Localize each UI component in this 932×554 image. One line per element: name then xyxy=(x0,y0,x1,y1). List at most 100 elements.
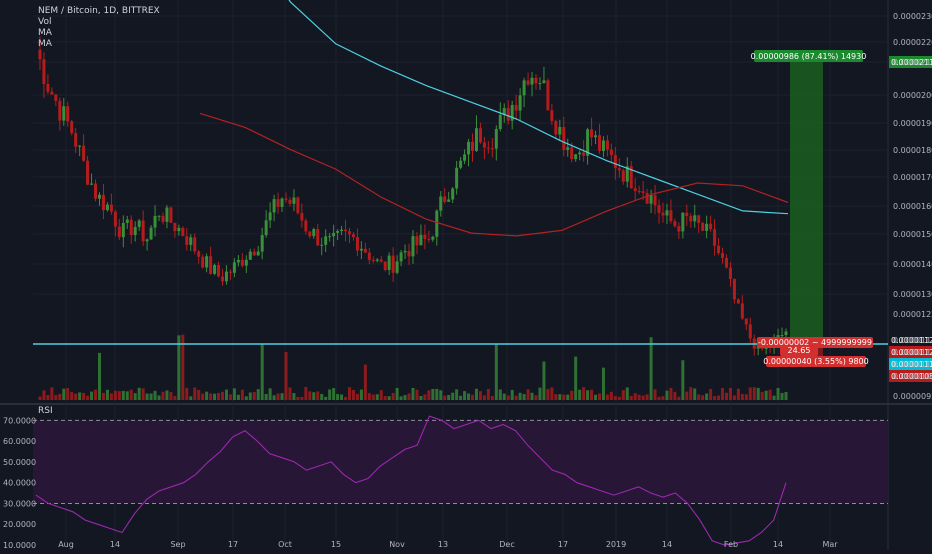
candle-body xyxy=(256,251,260,256)
rsi-tick-label: 10.0000 xyxy=(3,541,36,550)
candle-body xyxy=(490,148,494,150)
candle-body xyxy=(653,195,657,206)
line-price-tag-text: 0.00001128 xyxy=(891,336,932,345)
candle-body xyxy=(542,80,546,84)
candle-body xyxy=(42,59,46,84)
target-label-bg xyxy=(754,50,863,62)
volume-bar xyxy=(724,392,728,400)
volume-bar xyxy=(717,395,721,400)
rsi-line xyxy=(35,415,787,546)
price-tick-label: 0.00001088 xyxy=(893,372,932,381)
candle-body xyxy=(431,236,435,240)
volume-bar xyxy=(693,388,697,400)
candle-body xyxy=(66,106,70,122)
candle-body xyxy=(316,229,320,246)
candle-body xyxy=(784,331,788,336)
candle-body xyxy=(379,259,383,262)
candle-body xyxy=(82,145,86,161)
volume-bar xyxy=(105,389,109,400)
time-tick-label: Feb xyxy=(724,540,738,549)
volume-bar xyxy=(197,389,201,400)
candle-body xyxy=(657,205,661,213)
candle-body xyxy=(355,237,359,251)
candle-body xyxy=(62,106,66,121)
volume-bar xyxy=(328,389,332,400)
volume-bar xyxy=(498,389,502,400)
volume-bar xyxy=(732,395,736,400)
volume-bar xyxy=(161,391,165,400)
line-price-tag-bg xyxy=(889,334,932,346)
candle-body xyxy=(351,234,355,238)
volume-bar xyxy=(153,390,157,400)
candle-body xyxy=(423,234,427,239)
candle-body xyxy=(506,108,510,121)
symbol-title[interactable]: NEM / Bitcoin, 1D, BITTREX xyxy=(38,6,160,16)
volume-bar xyxy=(518,392,522,400)
volume-bar xyxy=(371,394,375,400)
volume-bar xyxy=(780,392,784,400)
time-axis[interactable]: Aug 14 Sep 17 Oct 15 Nov 13 Dec 17 2019 14 Feb 14 Mar xyxy=(58,540,838,549)
candle-body xyxy=(137,220,141,227)
volume-bar xyxy=(633,393,637,400)
candle-body xyxy=(109,204,113,212)
ma-legend-1[interactable]: MA xyxy=(38,28,52,38)
volume-bar xyxy=(673,391,677,400)
candle-body xyxy=(113,211,117,227)
volume-bar xyxy=(117,391,121,400)
candle-body xyxy=(534,77,538,84)
time-tick-label: 17 xyxy=(558,540,568,549)
volume-bar xyxy=(363,364,367,400)
volume-bar xyxy=(375,394,379,400)
volume-bar xyxy=(419,396,423,400)
candle-body xyxy=(209,256,213,274)
volume-bar xyxy=(740,394,744,400)
candle-body xyxy=(586,129,590,156)
rsi-tick-label: 20.0000 xyxy=(3,520,36,529)
candle-body xyxy=(46,83,50,92)
candle-body xyxy=(272,199,276,213)
volume-bar xyxy=(300,396,304,400)
rsi-axis[interactable]: 70.0000 60.0000 50.0000 40.0000 30.0000 20.00… xyxy=(3,416,36,550)
volume-legend[interactable]: Vol xyxy=(38,17,52,27)
volume-bar xyxy=(665,390,669,400)
candle-body xyxy=(574,154,578,160)
long-position-tool[interactable]: 0.00000986 (87.41%) 14930 -0.00000002 ~ 4… xyxy=(751,50,932,382)
candle-body xyxy=(494,128,498,149)
target-price-tag-bg xyxy=(889,56,932,68)
rsi-tick-label: 60.0000 xyxy=(3,437,36,446)
volume-bar xyxy=(558,394,562,400)
volume-bar xyxy=(82,392,86,400)
volume-bar xyxy=(590,389,594,400)
candle-body xyxy=(344,229,348,232)
candle-body xyxy=(717,245,721,254)
volume-bar xyxy=(427,390,431,400)
volume-bar xyxy=(637,394,641,400)
candle-body xyxy=(169,207,173,223)
volume-bar xyxy=(46,394,50,400)
candle-body xyxy=(94,183,98,199)
candle-body xyxy=(359,248,363,251)
ma-legend-2[interactable]: MA xyxy=(38,39,52,49)
candle-body xyxy=(296,197,300,214)
volume-bar xyxy=(383,396,387,400)
candle-body xyxy=(685,212,689,217)
rsi-title[interactable]: RSI xyxy=(38,406,53,416)
volume-bar xyxy=(181,334,185,400)
price-axis[interactable]: 0.00002300 0.00002200 0.00002114 0.00002000… xyxy=(893,12,932,401)
volume-bar xyxy=(248,392,252,400)
volume-bar xyxy=(482,395,486,400)
candle-body xyxy=(129,219,133,236)
candle-body xyxy=(340,229,344,231)
candle-body xyxy=(740,303,744,319)
price-tick-label: 0.00001700 xyxy=(893,173,932,182)
candle-body xyxy=(459,160,463,168)
candle-body xyxy=(161,215,165,222)
volume-bar xyxy=(94,389,98,400)
candle-body xyxy=(570,147,574,160)
grid-lines xyxy=(33,0,888,545)
volume-bar xyxy=(586,390,590,400)
volume-bar xyxy=(312,392,316,400)
volume-bar xyxy=(232,388,236,400)
candle-body xyxy=(677,226,681,232)
